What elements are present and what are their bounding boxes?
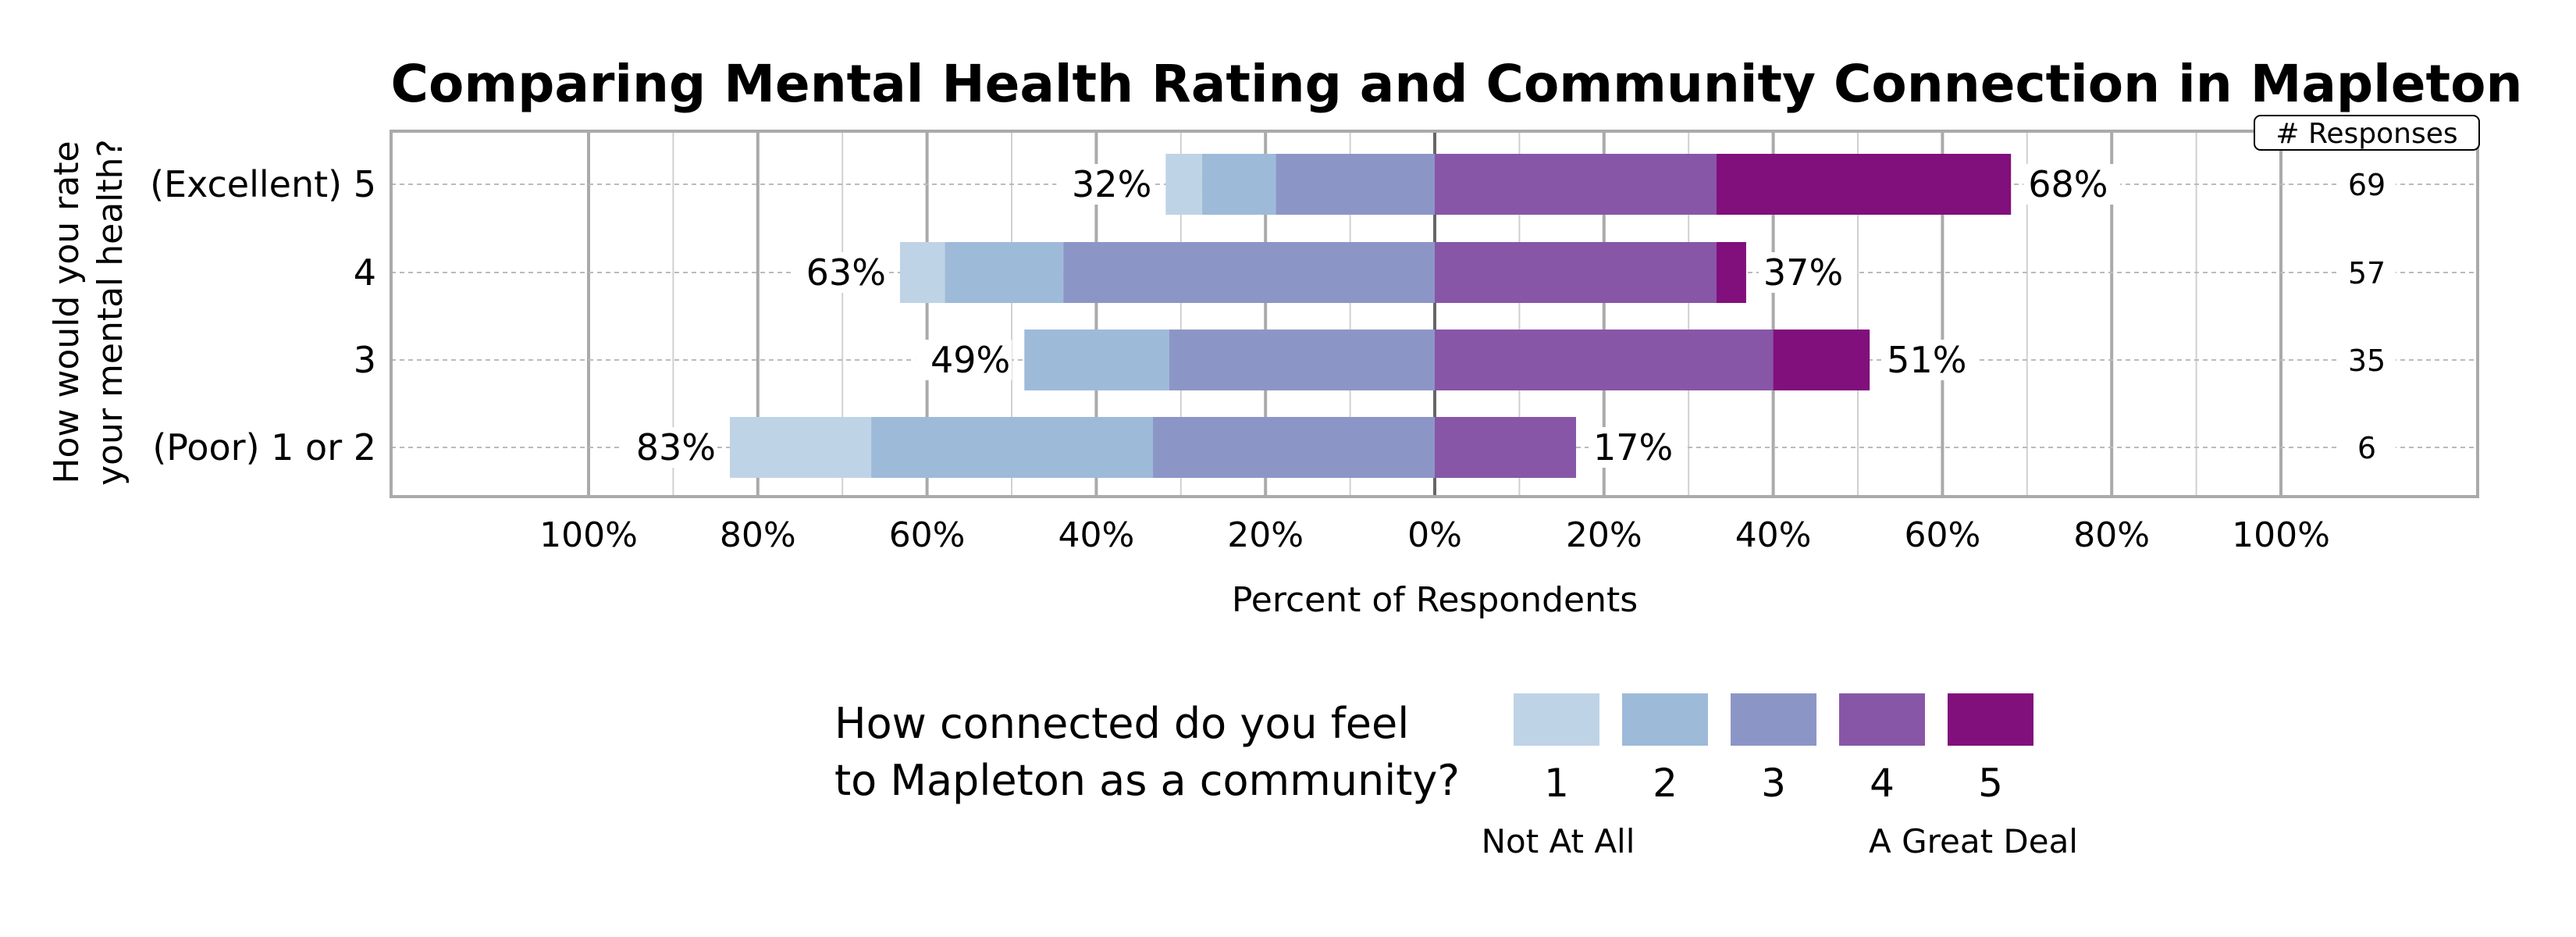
bar-segment-2 bbox=[945, 242, 1064, 303]
left-total-label: 32% bbox=[1072, 163, 1151, 205]
label-bg bbox=[790, 252, 888, 293]
legend-swatch-5 bbox=[1948, 693, 2033, 746]
bar-segment-4 bbox=[1435, 417, 1577, 478]
y-tick-label: 4 bbox=[354, 251, 376, 294]
bar-segment-4 bbox=[1435, 242, 1717, 303]
bars: 32% 68% 69 63% 37% 57 49% 51% 35 83% 17% 6 bbox=[621, 154, 2396, 478]
y-tick-label: (Poor) 1 or 2 bbox=[152, 426, 376, 468]
label-bg bbox=[2338, 254, 2396, 291]
right-total-label: 68% bbox=[2028, 163, 2108, 205]
legend-swatch-2 bbox=[1622, 693, 1708, 746]
label-bg bbox=[2338, 166, 2396, 203]
legend-title-line-2: to Mapleton as a community? bbox=[834, 756, 1460, 805]
bar-segment-5 bbox=[1773, 330, 1870, 390]
legend: How connected do you feel to Mapleton as… bbox=[834, 693, 2078, 860]
legend-label: 2 bbox=[1653, 761, 1678, 806]
bar-segment-2 bbox=[1024, 330, 1169, 390]
right-total-label: 17% bbox=[1593, 426, 1673, 468]
bar-segment-5 bbox=[1716, 154, 2012, 215]
x-tick-label: 60% bbox=[889, 515, 966, 555]
y-tick-labels: (Excellent) 5 4 3 (Poor) 1 or 2 bbox=[150, 163, 376, 468]
response-count: 35 bbox=[2348, 344, 2386, 378]
label-bg bbox=[621, 427, 718, 468]
bar-segment-1 bbox=[1165, 154, 1202, 215]
label-bg bbox=[1589, 427, 1686, 468]
bar-segment-3 bbox=[1153, 417, 1435, 478]
left-total-label: 83% bbox=[636, 426, 716, 468]
label-bg bbox=[1882, 340, 1980, 380]
label-bg bbox=[1758, 252, 1856, 293]
x-tick-label: 20% bbox=[1566, 515, 1642, 555]
response-count: 6 bbox=[2357, 431, 2376, 465]
right-total-label: 51% bbox=[1887, 339, 1966, 381]
y-tick-label: 3 bbox=[354, 339, 376, 381]
chart-title: Comparing Mental Health Rating and Commu… bbox=[391, 54, 2523, 114]
legend-swatch-1 bbox=[1514, 693, 1599, 746]
legend-label: 3 bbox=[1761, 761, 1786, 806]
right-total-label: 37% bbox=[1763, 251, 1843, 294]
label-bg bbox=[2338, 429, 2396, 466]
legend-swatch-3 bbox=[1731, 693, 1816, 746]
x-tick-label: 40% bbox=[1735, 515, 1812, 555]
response-count: 69 bbox=[2348, 168, 2386, 202]
bar-segment-3 bbox=[1276, 154, 1435, 215]
legend-label: 1 bbox=[1544, 761, 1569, 806]
legend-low-label: Not At All bbox=[1482, 822, 1635, 860]
response-count: 57 bbox=[2348, 256, 2386, 290]
x-axis-label: Percent of Respondents bbox=[1232, 580, 1638, 620]
label-bg bbox=[2023, 164, 2121, 205]
bar-segment-4 bbox=[1435, 330, 1774, 390]
responses-header: # Responses bbox=[2254, 115, 2480, 151]
x-tick-labels: 100% 80% 60% 40% 20% 0% 20% 40% 60% 80% 100% bbox=[539, 515, 2330, 555]
plot-frame bbox=[390, 130, 2479, 498]
x-tick-label: 100% bbox=[539, 515, 638, 555]
bar-segment-3 bbox=[1063, 242, 1435, 303]
x-tick-label: 40% bbox=[1059, 515, 1135, 555]
label-bg bbox=[1056, 164, 1154, 205]
bar-segment-2 bbox=[1201, 154, 1276, 215]
x-tick-label: 20% bbox=[1227, 515, 1304, 555]
label-bg bbox=[915, 340, 1012, 380]
legend-high-label: A Great Deal bbox=[1869, 822, 2078, 860]
label-bg bbox=[2338, 341, 2396, 379]
y-axis-label: How would you rate your mental health? bbox=[47, 139, 130, 486]
bar-segment-1 bbox=[730, 417, 872, 478]
x-tick-label: 0% bbox=[1407, 515, 1462, 555]
legend-swatch-4 bbox=[1839, 693, 1925, 746]
bar-segment-2 bbox=[871, 417, 1154, 478]
left-total-label: 49% bbox=[930, 339, 1010, 381]
bar-segment-5 bbox=[1716, 242, 1746, 303]
x-tick-label: 100% bbox=[2232, 515, 2330, 555]
legend-label: 5 bbox=[1978, 761, 2003, 806]
responses-header-text: # Responses bbox=[2275, 118, 2457, 150]
bar-segment-4 bbox=[1435, 154, 1717, 215]
bar-segment-3 bbox=[1169, 330, 1435, 390]
x-tick-label: 60% bbox=[1905, 515, 1981, 555]
y-tick-label: (Excellent) 5 bbox=[150, 163, 376, 205]
legend-label: 4 bbox=[1870, 761, 1895, 806]
x-tick-label: 80% bbox=[720, 515, 796, 555]
left-total-label: 63% bbox=[806, 251, 886, 294]
bar-segment-1 bbox=[899, 242, 945, 303]
x-tick-label: 80% bbox=[2073, 515, 2150, 555]
legend-title-line-1: How connected do you feel bbox=[834, 699, 1409, 748]
